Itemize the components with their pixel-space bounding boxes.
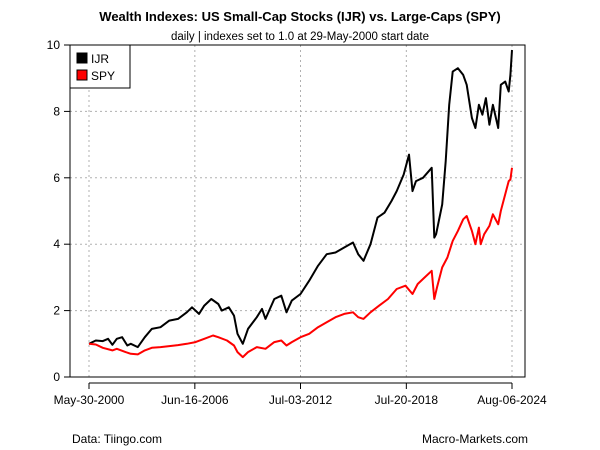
- chart-subtitle: daily | indexes set to 1.0 at 29-May-200…: [170, 31, 430, 43]
- plot-frame: [69, 44, 526, 378]
- x-tick-label: Jul-20-2018: [375, 393, 439, 407]
- y-tick-label: 4: [53, 237, 60, 251]
- series-line-ijr: [88, 49, 513, 349]
- y-tick-label: 0: [53, 370, 60, 384]
- x-tick-label: Jul-03-2012: [269, 393, 333, 407]
- legend-swatch-ijr: [76, 52, 88, 64]
- y-tick-label: 10: [47, 38, 61, 52]
- y-tick-label: 2: [53, 304, 60, 318]
- site-credit: Macro-Markets.com: [421, 432, 528, 446]
- legend-box: [69, 44, 131, 89]
- data-source-note: Data: Tiingo.com: [72, 432, 163, 446]
- y-tick-label: 6: [53, 171, 60, 185]
- x-tick-label: May-30-2000: [54, 393, 125, 407]
- legend-swatch-spy: [76, 69, 88, 81]
- y-tick-label: 8: [53, 104, 60, 118]
- x-tick-label: Jun-16-2006: [161, 393, 229, 407]
- legend-label-ijr: IJR: [91, 52, 109, 66]
- legend-label-spy: SPY: [91, 69, 115, 83]
- series-line-spy: [88, 167, 513, 359]
- chart-title: Wealth Indexes: US Small-Cap Stocks (IJR…: [99, 9, 501, 24]
- x-tick-label: Aug-06-2024: [477, 393, 547, 407]
